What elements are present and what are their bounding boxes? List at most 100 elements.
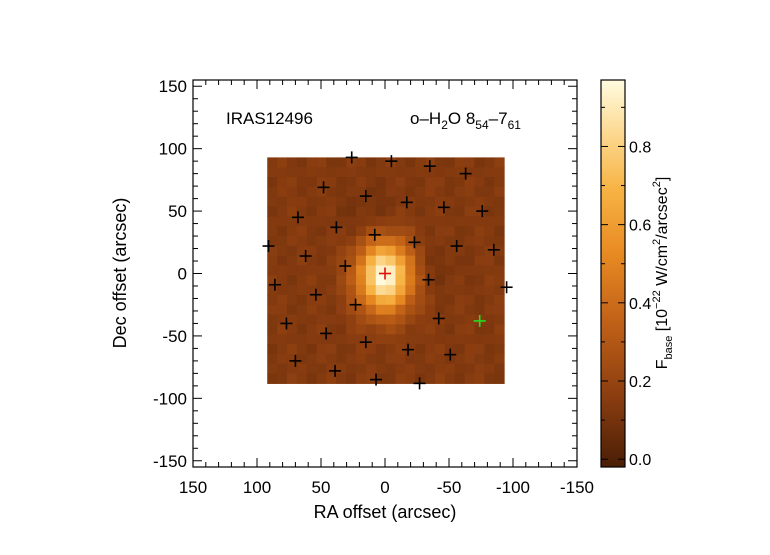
map-pixel	[385, 206, 397, 217]
map-pixel	[494, 275, 505, 286]
axis-ticks	[192, 80, 578, 467]
map-pixel	[405, 206, 416, 217]
map-pixel	[405, 157, 416, 168]
map-pixel	[267, 196, 278, 208]
map-pixel	[434, 235, 446, 247]
map-pixel	[286, 206, 298, 217]
map-pixel	[365, 245, 377, 257]
map-pixel	[346, 363, 357, 375]
map-pixel	[444, 235, 456, 247]
map-pixel	[286, 334, 298, 345]
spaxel-marker	[359, 190, 372, 203]
map-pixel	[296, 245, 308, 257]
map-pixel	[454, 177, 466, 188]
map-pixel	[395, 304, 406, 316]
map-pixel	[286, 245, 298, 257]
map-pixel	[326, 344, 337, 355]
y-axis-title: Dec offset (arcsec)	[110, 198, 130, 349]
map-pixel	[296, 196, 308, 208]
map-pixel	[395, 226, 406, 237]
map-pixel	[316, 157, 328, 168]
map-pixel	[316, 226, 328, 237]
map-pixel	[385, 363, 397, 375]
map-pixel	[326, 206, 337, 217]
map-pixel	[365, 294, 377, 306]
map-pixel	[375, 186, 387, 198]
map-pixel	[296, 285, 308, 296]
map-pixel	[267, 344, 278, 355]
map-pixel	[405, 167, 416, 178]
map-pixel	[286, 186, 298, 198]
map-pixel	[494, 344, 505, 355]
x-tick-label: 0	[380, 478, 389, 497]
map-pixel	[484, 294, 495, 306]
map-pixel	[286, 196, 298, 208]
map-pixel	[434, 334, 446, 345]
map-pixel	[444, 226, 456, 237]
x-tick-label: -50	[437, 478, 462, 497]
x-axis-title: RA offset (arcsec)	[314, 502, 457, 522]
spaxel-marker	[368, 228, 381, 241]
map-pixel	[316, 275, 328, 286]
map-pixel	[365, 265, 377, 276]
y-tick-label: -50	[162, 327, 187, 346]
map-pixel	[356, 177, 367, 188]
map-pixel	[286, 167, 298, 178]
map-pixel	[375, 196, 387, 208]
map-pixel	[474, 363, 485, 375]
map-pixel	[346, 344, 357, 355]
map-pixel	[286, 216, 298, 227]
map-pixel	[385, 334, 397, 345]
map-pixel	[415, 235, 426, 247]
spaxel-marker	[413, 377, 426, 390]
map-pixel	[336, 216, 347, 227]
map-pixel	[494, 373, 505, 384]
y-tick-label: -100	[153, 389, 187, 408]
map-pixel	[267, 255, 278, 267]
map-pixel	[474, 294, 485, 306]
map-pixel	[365, 363, 377, 375]
map-pixel	[385, 186, 397, 198]
map-pixel	[336, 157, 347, 168]
map-pixel	[365, 255, 377, 267]
map-pixel	[296, 235, 308, 247]
map-pixel	[365, 285, 377, 296]
map-pixel	[454, 304, 466, 316]
map-pixel	[306, 226, 318, 237]
map-pixel	[484, 363, 495, 375]
map-pixel	[267, 353, 278, 365]
map-pixel	[434, 245, 446, 257]
map-pixel	[326, 373, 337, 384]
map-pixel	[267, 235, 278, 247]
map-pixel	[405, 324, 416, 335]
map-pixel	[425, 294, 436, 306]
map-pixel	[434, 216, 446, 227]
map-pixel	[415, 294, 426, 306]
map-pixel	[395, 334, 406, 345]
map-pixel	[346, 177, 357, 188]
highlight-spaxel-marker	[473, 314, 486, 327]
map-pixel	[415, 324, 426, 335]
map-pixel	[444, 373, 456, 384]
map-pixel	[277, 363, 288, 375]
map-pixel	[405, 314, 416, 326]
map-pixel	[385, 245, 397, 257]
map-pixel	[356, 324, 367, 335]
map-pixel	[474, 235, 485, 247]
map-pixel	[484, 314, 495, 326]
map-pixel	[375, 245, 387, 257]
map-pixel	[474, 353, 485, 365]
map-pixel	[346, 186, 357, 198]
map-pixel	[494, 196, 505, 208]
map-pixel	[484, 157, 495, 168]
map-pixel	[326, 167, 337, 178]
map-pixel	[405, 304, 416, 316]
map-pixel	[474, 304, 485, 316]
map-pixel	[346, 255, 357, 267]
map-pixel	[286, 235, 298, 247]
map-pixel	[425, 334, 436, 345]
map-pixel	[356, 353, 367, 365]
map-pixel	[267, 167, 278, 178]
map-pixel	[296, 226, 308, 237]
map-pixel	[434, 196, 446, 208]
